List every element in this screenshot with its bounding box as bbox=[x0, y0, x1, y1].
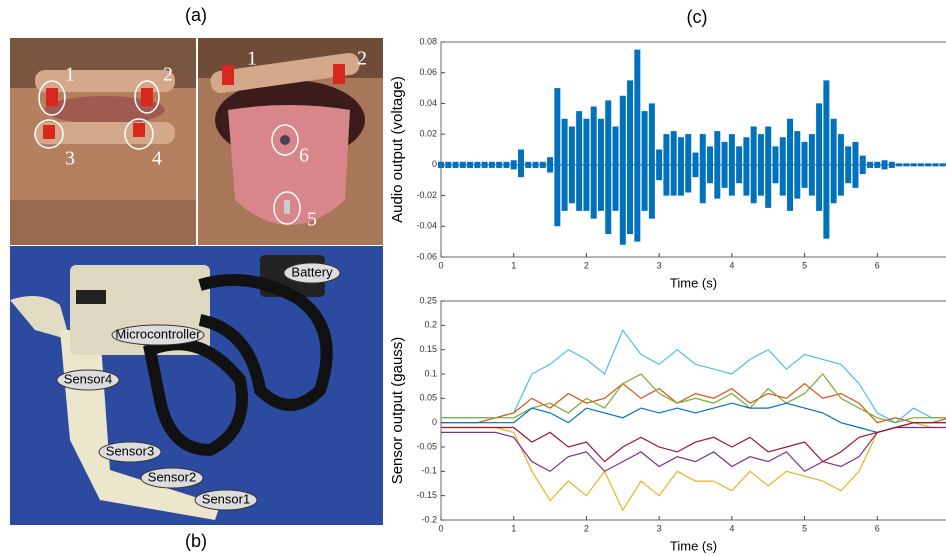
x-tick-label: 2 bbox=[584, 523, 589, 533]
x-tick-label: 4 bbox=[729, 260, 734, 270]
photo-tongue bbox=[198, 38, 383, 245]
y-tick-label: 0.1 bbox=[424, 368, 437, 378]
callout-label: Sensor4 bbox=[64, 371, 112, 386]
x-axis-label: Time (s) bbox=[670, 275, 717, 290]
panel-label: (c) bbox=[687, 7, 708, 27]
y-tick-label: -0.06 bbox=[416, 251, 437, 261]
x-tick-label: 0 bbox=[438, 523, 443, 533]
y-axis-label: Audio output (voltage) bbox=[389, 76, 406, 223]
x-tick-label: 6 bbox=[875, 523, 880, 533]
photo-number: 3 bbox=[65, 148, 75, 170]
x-tick-label: 3 bbox=[657, 260, 662, 270]
photo-number: 5 bbox=[307, 209, 317, 231]
x-tick-label: 2 bbox=[584, 260, 589, 270]
callout-label: Battery bbox=[291, 264, 333, 279]
y-tick-label: 0 bbox=[432, 159, 437, 169]
callout-label: Microcontroller bbox=[115, 326, 201, 341]
panel-label: (a) bbox=[185, 5, 207, 25]
y-tick-label: 0.06 bbox=[419, 67, 437, 77]
photo-number: 2 bbox=[357, 48, 367, 70]
y-axis-label: Sensor output (gauss) bbox=[389, 337, 406, 485]
y-tick-label: -0.15 bbox=[416, 490, 437, 500]
y-tick-label: 0.04 bbox=[419, 98, 437, 108]
photo-number: 6 bbox=[299, 145, 309, 167]
y-tick-label: 0 bbox=[432, 417, 437, 427]
y-tick-label: 0.25 bbox=[419, 295, 437, 305]
callout-label: Sensor1 bbox=[202, 491, 250, 506]
y-tick-label: -0.05 bbox=[416, 441, 437, 451]
photo-number: 1 bbox=[65, 64, 75, 86]
x-tick-label: 6 bbox=[875, 260, 880, 270]
x-tick-label: 5 bbox=[802, 523, 807, 533]
x-axis-label: Time (s) bbox=[670, 538, 717, 553]
y-tick-label: -0.1 bbox=[421, 466, 437, 476]
y-tick-label: 0.05 bbox=[419, 393, 437, 403]
photo-number: 4 bbox=[152, 148, 162, 170]
y-tick-label: -0.04 bbox=[416, 221, 437, 231]
y-tick-label: -0.02 bbox=[416, 190, 437, 200]
y-tick-label: 0.2 bbox=[424, 320, 437, 330]
x-tick-label: 0 bbox=[438, 260, 443, 270]
y-tick-label: 0.15 bbox=[419, 344, 437, 354]
callout-label: Sensor3 bbox=[106, 443, 154, 458]
x-tick-label: 3 bbox=[657, 523, 662, 533]
x-tick-label: 1 bbox=[511, 260, 516, 270]
photo-number: 1 bbox=[247, 48, 257, 70]
figure: (a) (b) (c) bbox=[0, 0, 946, 556]
photo-number: 2 bbox=[163, 64, 173, 86]
panel-label: (b) bbox=[185, 531, 207, 551]
y-tick-label: -0.2 bbox=[421, 514, 437, 524]
plot-area bbox=[441, 42, 946, 257]
x-tick-label: 5 bbox=[802, 260, 807, 270]
y-tick-label: 0.08 bbox=[419, 36, 437, 46]
x-tick-label: 1 bbox=[511, 523, 516, 533]
x-tick-label: 4 bbox=[729, 523, 734, 533]
callout-label: Sensor2 bbox=[148, 469, 196, 484]
y-tick-label: 0.02 bbox=[419, 129, 437, 139]
